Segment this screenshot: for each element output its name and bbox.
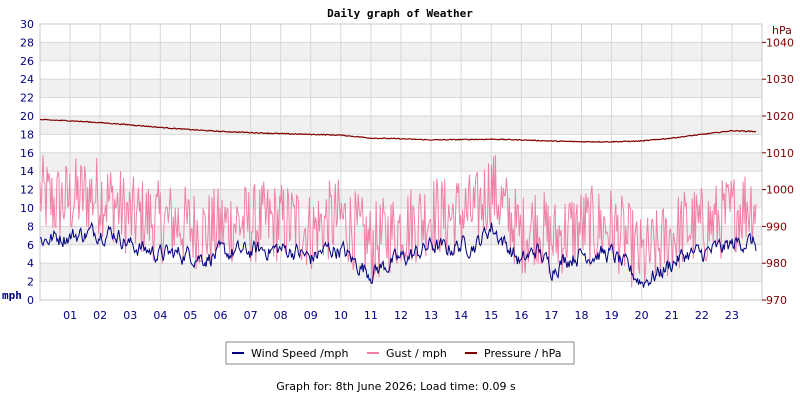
x-tick-label: 01 (63, 309, 77, 322)
x-tick-label: 05 (183, 309, 197, 322)
x-tick-label: 20 (635, 309, 649, 322)
right-axis-unit: hPa (772, 24, 792, 37)
x-tick-label: 18 (575, 309, 589, 322)
gust-series-line (39, 155, 757, 288)
x-tick-label: 14 (454, 309, 468, 322)
x-tick-label: 13 (424, 309, 438, 322)
left-tick-label: 28 (20, 36, 34, 49)
x-tick-label: 06 (214, 309, 228, 322)
right-tick-label: 1010 (766, 147, 794, 160)
chart-title: Daily graph of Weather (327, 7, 473, 20)
pressure-series-line (39, 118, 757, 143)
right-tick-label: 970 (766, 294, 787, 307)
right-tick-label: 1040 (766, 36, 794, 49)
x-tick-label: 12 (394, 309, 408, 322)
x-tick-label: 11 (364, 309, 378, 322)
x-tick-label: 16 (514, 309, 528, 322)
legend-label-pressure: Pressure / hPa (484, 347, 562, 360)
left-tick-label: 10 (20, 202, 34, 215)
x-tick-label: 04 (153, 309, 167, 322)
footer-text: Graph for: 8th June 2026; Load time: 0.0… (276, 380, 516, 393)
right-tick-label: 980 (766, 257, 787, 270)
x-axis: 01 02 03 04 05 06 07 08 09 10 11 12 13 14 15 16 17 18 19 20… (63, 309, 739, 322)
x-tick-label: 03 (123, 309, 137, 322)
right-axis: 970 980 990 1000 1010 1020 1030 1040 (762, 36, 794, 307)
x-tick-label: 21 (665, 309, 679, 322)
legend: Wind Speed /mph Gust / mph Pressure / hP… (225, 341, 575, 365)
left-tick-label: 20 (20, 110, 34, 123)
right-tick-label: 990 (766, 220, 787, 233)
right-tick-label: 1020 (766, 110, 794, 123)
x-tick-label: 10 (334, 309, 348, 322)
left-tick-label: 26 (20, 55, 34, 68)
legend-label-gust: Gust / mph (386, 347, 447, 360)
wind-series-line (39, 221, 757, 288)
left-axis-unit: mph (2, 289, 22, 302)
x-tick-label: 15 (484, 309, 498, 322)
left-tick-label: 14 (20, 165, 34, 178)
x-tick-label: 19 (605, 309, 619, 322)
left-tick-label: 30 (20, 18, 34, 31)
x-tick-label: 22 (695, 309, 709, 322)
left-tick-label: 6 (27, 239, 34, 252)
x-tick-label: 09 (304, 309, 318, 322)
x-tick-label: 07 (244, 309, 258, 322)
left-tick-label: 4 (27, 257, 34, 270)
legend-label-wind: Wind Speed /mph (251, 347, 349, 360)
legend-box (225, 341, 575, 365)
left-tick-label: 2 (27, 276, 34, 289)
left-tick-label: 22 (20, 92, 34, 105)
x-tick-label: 08 (274, 309, 288, 322)
left-tick-label: 0 (27, 294, 34, 307)
x-tick-label: 17 (544, 309, 558, 322)
x-tick-label: 02 (93, 309, 107, 322)
left-tick-label: 24 (20, 73, 34, 86)
right-tick-label: 1000 (766, 184, 794, 197)
left-tick-label: 8 (27, 220, 34, 233)
left-tick-label: 18 (20, 128, 34, 141)
left-tick-label: 12 (20, 184, 34, 197)
plot-frame (39, 23, 763, 301)
plot-area (39, 118, 757, 288)
x-tick-label: 23 (725, 309, 739, 322)
right-tick-label: 1030 (766, 73, 794, 86)
left-tick-label: 16 (20, 147, 34, 160)
